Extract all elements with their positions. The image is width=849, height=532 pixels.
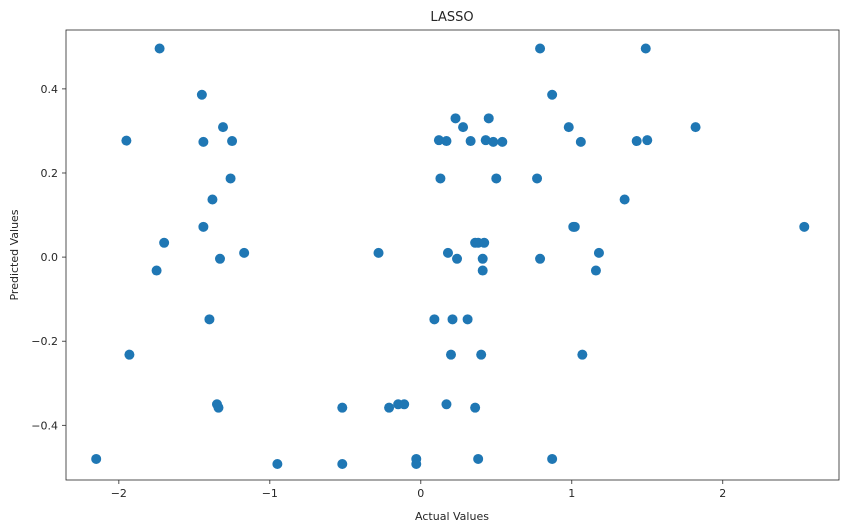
scatter-point: [547, 453, 558, 464]
y-tick-label: −0.4: [31, 419, 58, 432]
scatter-point: [441, 399, 452, 410]
scatter-point: [569, 221, 580, 232]
scatter-point: [154, 43, 165, 54]
scatter-point: [124, 349, 135, 360]
scatter-point: [435, 173, 446, 184]
scatter-point: [447, 314, 458, 325]
scatter-point: [204, 314, 215, 325]
scatter-point: [690, 122, 701, 133]
scatter-point: [239, 247, 250, 258]
scatter-point: [227, 136, 238, 147]
scatter-point: [497, 136, 508, 147]
scatter-point: [198, 221, 209, 232]
y-tick-label: 0.4: [41, 83, 59, 96]
scatter-point: [207, 194, 218, 205]
y-tick-label: −0.2: [31, 335, 58, 348]
x-axis-label: Actual Values: [415, 510, 489, 523]
scatter-point: [121, 135, 132, 146]
scatter-point: [640, 43, 651, 54]
scatter-point: [272, 459, 283, 470]
scatter-point: [477, 265, 488, 276]
scatter-point: [433, 135, 444, 146]
scatter-point: [535, 253, 546, 264]
scatter-point: [547, 89, 558, 100]
scatter-point: [213, 402, 224, 413]
scatter-point: [337, 402, 348, 413]
scatter-point: [593, 247, 604, 258]
scatter-point: [151, 265, 162, 276]
scatter-point: [196, 89, 207, 100]
scatter-point: [450, 113, 461, 124]
x-axis: −2 −1 0 1 2: [111, 480, 726, 500]
scatter-point: [442, 247, 453, 258]
data-points: [91, 43, 810, 470]
scatter-point: [473, 453, 484, 464]
scatter-point: [214, 253, 225, 264]
scatter-point: [480, 135, 491, 146]
scatter-point: [462, 314, 473, 325]
scatter-point: [465, 136, 476, 147]
scatter-point: [429, 314, 440, 325]
y-tick-label: 0.0: [41, 251, 59, 264]
scatter-point: [476, 349, 487, 360]
x-tick-label: −1: [262, 487, 278, 500]
scatter-point: [411, 459, 422, 470]
scatter-point: [441, 136, 452, 147]
scatter-point: [491, 173, 502, 184]
scatter-point: [642, 135, 653, 146]
scatter-point: [470, 402, 481, 413]
scatter-point: [563, 122, 574, 133]
scatter-point: [399, 399, 410, 410]
scatter-point: [458, 122, 469, 133]
x-tick-label: −2: [111, 487, 127, 500]
scatter-point: [225, 173, 236, 184]
scatter-point: [198, 136, 209, 147]
y-axis-label: Predicted Values: [8, 209, 21, 300]
scatter-point: [159, 237, 170, 248]
scatter-point: [577, 349, 588, 360]
scatter-point: [631, 136, 642, 147]
scatter-point: [532, 173, 543, 184]
x-tick-label: 0: [417, 487, 424, 500]
scatter-point: [619, 194, 630, 205]
scatter-point: [91, 453, 102, 464]
scatter-point: [452, 253, 463, 264]
scatter-point: [445, 349, 456, 360]
scatter-point: [337, 459, 348, 470]
scatter-point: [373, 247, 384, 258]
scatter-point: [483, 113, 494, 124]
scatter-point: [488, 136, 499, 147]
y-axis: −0.4 −0.2 0.0 0.2 0.4: [31, 83, 66, 432]
scatter-point: [479, 237, 490, 248]
scatter-point: [799, 221, 810, 232]
x-tick-label: 2: [719, 487, 726, 500]
y-tick-label: 0.2: [41, 167, 59, 180]
scatter-point: [535, 43, 546, 54]
scatter-point: [384, 402, 395, 413]
scatter-point: [575, 136, 586, 147]
chart-title: LASSO: [430, 10, 473, 25]
x-tick-label: 1: [568, 487, 575, 500]
scatter-point: [218, 122, 229, 133]
scatter-point: [590, 265, 601, 276]
scatter-point: [477, 253, 488, 264]
